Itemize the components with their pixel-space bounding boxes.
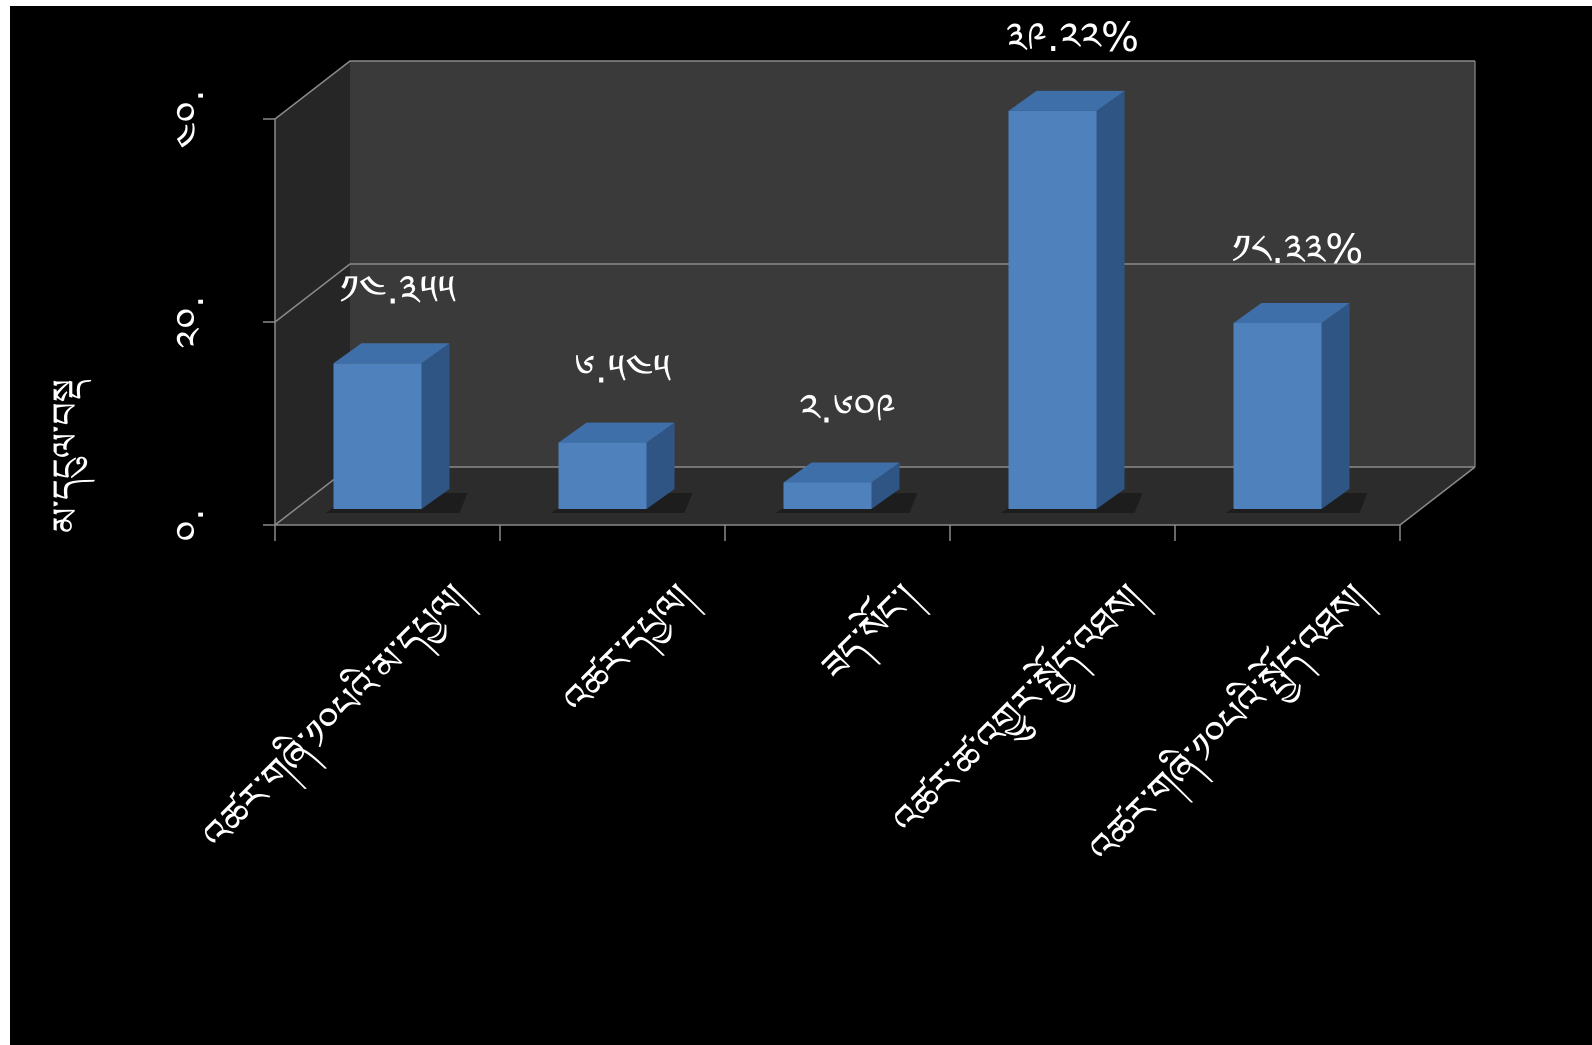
bar-front xyxy=(783,482,872,509)
bar-side xyxy=(1096,90,1125,510)
bar-top xyxy=(558,422,675,443)
bar-top xyxy=(333,343,450,364)
category-label: འཚར་དཔྱལ། xyxy=(554,575,708,729)
y-tick-label: ༢༠. xyxy=(168,296,212,349)
bar-chart: ༠. ༢༠. ༤༠. མ་དངུལ་བསྡ ༡༤.༣༥༥ འཚར་གཞི་༡༠པའི་མ་… xyxy=(46,15,1476,879)
bar-side xyxy=(646,422,675,509)
bar-top xyxy=(1008,90,1125,111)
bar xyxy=(1225,302,1368,513)
category-label: འཚར་གཞི་༡༠པའི་མ་དཔྱལ། xyxy=(189,571,482,864)
data-label: ༡༤.༣༥༥ xyxy=(340,267,456,313)
bar-side xyxy=(421,343,450,509)
bar-side xyxy=(871,462,900,509)
y-tick-label: ༤༠. xyxy=(168,89,212,148)
bar-front xyxy=(1008,110,1097,510)
bar-front xyxy=(333,363,422,509)
bar-top xyxy=(783,462,900,483)
data-label: ༢.༦༠༩ xyxy=(799,387,895,433)
bar-front xyxy=(558,442,647,509)
bar xyxy=(550,422,693,513)
bar-front xyxy=(1233,322,1322,509)
bar xyxy=(325,343,468,513)
bar-side xyxy=(1321,302,1350,509)
y-tick-label: ༠. xyxy=(168,509,212,542)
bar xyxy=(775,462,918,513)
bar xyxy=(1000,90,1143,513)
chart-panel: ༠. ༢༠. ༤༠. མ་དངུལ་བསྡ ༡༤.༣༥༥ འཚར་གཞི་༡༠པའི་མ་… xyxy=(10,6,1592,1045)
category-label: ཟད་སོང་། xyxy=(808,571,932,695)
data-label: ༡༨.༣༣% xyxy=(1232,227,1364,273)
gridline xyxy=(274,60,1475,120)
floor-right-edge xyxy=(1399,466,1476,526)
data-label: ༦.༥༤༥ xyxy=(574,347,671,393)
data-label: ༣༩.༢༢% xyxy=(1006,15,1139,61)
bar-top xyxy=(1233,302,1350,323)
y-axis-title: མ་དངུལ་བསྡ xyxy=(46,379,95,533)
